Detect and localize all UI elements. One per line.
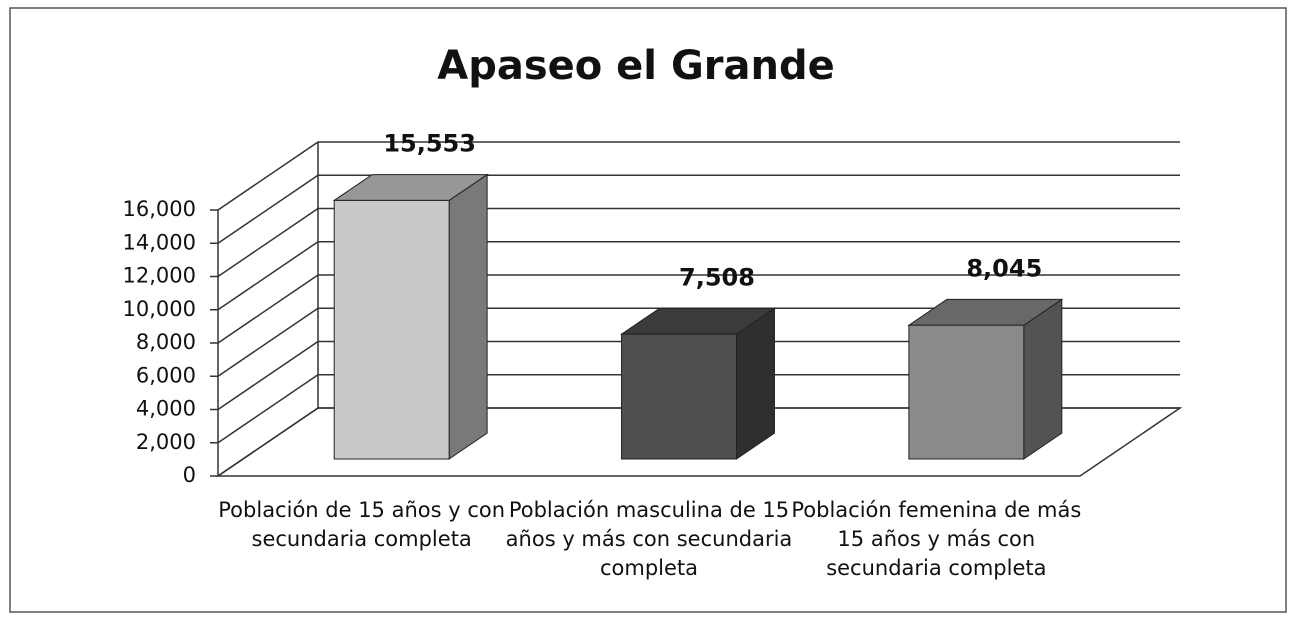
- grid-line: [217, 274, 319, 344]
- grid-line: [217, 174, 319, 244]
- data-label: 8,045: [966, 254, 1042, 282]
- y-tick-label: 16,000: [123, 197, 196, 221]
- y-tick-label: 0: [183, 463, 196, 487]
- bar-side: [1023, 298, 1063, 460]
- grid-line: [217, 241, 319, 311]
- data-label: 15,553: [383, 130, 476, 158]
- bar: [908, 324, 1025, 460]
- y-tick-label: 2,000: [136, 430, 196, 454]
- grid-line: [217, 307, 319, 377]
- bar-side: [448, 173, 488, 460]
- grid-line: [217, 340, 319, 411]
- bar: [621, 333, 737, 460]
- grid-line: [217, 374, 319, 444]
- bar-side: [735, 307, 775, 460]
- y-tick-label: 10,000: [123, 297, 196, 321]
- y-tick-label: 8,000: [136, 330, 196, 354]
- frame: [9, 7, 1287, 613]
- grid-line: [217, 207, 319, 278]
- x-tick-label: Población de 15 años y con secundaria co…: [218, 498, 506, 551]
- x-tick-label: Población femenina de más 15 años y más …: [791, 498, 1082, 580]
- bar: [333, 199, 450, 460]
- y-tick-label: 6,000: [136, 363, 196, 387]
- y-tick-label: 4,000: [136, 397, 196, 421]
- y-tick-label: 12,000: [123, 264, 196, 288]
- chart-title: Apaseo el Grande: [437, 43, 834, 89]
- y-tick-label: 14,000: [123, 230, 196, 254]
- grid-line: [217, 407, 319, 477]
- x-tick-label: Población masculina de 15 años y más con…: [505, 498, 793, 580]
- data-label: 7,508: [679, 263, 755, 291]
- grid-line: [217, 141, 319, 211]
